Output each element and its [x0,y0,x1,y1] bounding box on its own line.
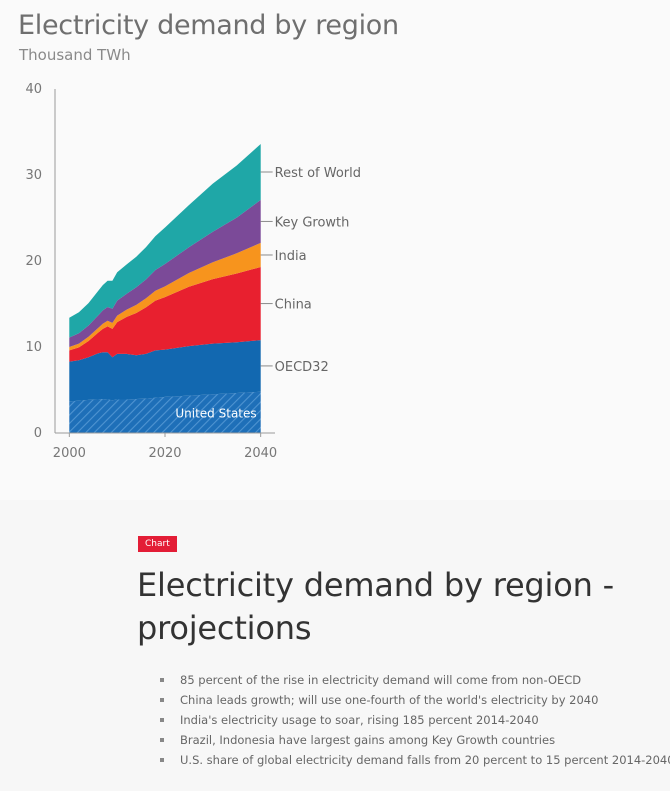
bullet-item: India's electricity usage to soar, risin… [160,710,660,730]
series-label-oecd32: OECD32 [275,360,329,375]
bullet-text: U.S. share of global electricity demand … [180,753,670,767]
bullet-text: China leads growth; will use one-fourth … [180,693,599,707]
article-section: Chart Electricity demand by region - pro… [0,500,670,791]
area-oecd32 [69,340,261,402]
axes: 0 10 20 30 40 2000 2020 2040 [25,82,277,461]
y-tick-label: 20 [25,254,42,269]
area-united-states [69,391,261,433]
bullet-text: India's electricity usage to soar, risin… [180,713,539,727]
series-label-key-growth: Key Growth [275,215,350,230]
area-key-growth [69,199,261,347]
series-label-india: India [275,249,307,264]
series-label-rest-of-world: Rest of World [275,166,361,181]
area-china [69,267,261,362]
bullet-icon [160,758,164,762]
bullet-icon [160,698,164,702]
bullet-icon [160,738,164,742]
bullet-item: 85 percent of the rise in electricity de… [160,670,660,690]
series-label-united-states: United States [175,406,256,420]
chart-badge[interactable]: Chart [138,536,177,552]
bullet-text: 85 percent of the rise in electricity de… [180,673,582,687]
bullet-icon [160,718,164,722]
area-rest-of-world [69,144,261,338]
bullet-icon [160,678,164,682]
x-tick-label: 2020 [148,446,181,461]
x-tick-label: 2040 [244,446,277,461]
bullet-item: Brazil, Indonesia have largest gains amo… [160,730,660,750]
y-tick-label: 10 [25,340,42,355]
area-india [69,242,261,351]
chart-figure: Electricity demand by region Thousand TW… [18,10,400,461]
area-layers [69,144,261,433]
chart-title: Electricity demand by region [18,10,399,41]
series-labels: United States OECD32 China India Key Growth R… [175,166,361,420]
y-tick-label: 30 [25,168,42,183]
x-tick-label: 2000 [53,446,86,461]
stacked-area-chart: 0 10 20 30 40 2000 2020 2040 United States OECD3… [25,82,361,461]
bullet-list: 85 percent of the rise in electricity de… [160,670,670,770]
y-tick-label: 40 [25,82,42,97]
series-label-china: China [275,298,312,313]
article-headline: Electricity demand by region - projectio… [137,566,615,647]
chart-subtitle: Thousand TWh [19,46,131,64]
bullet-item: China leads growth; will use one-fourth … [160,690,660,710]
bullet-item: U.S. share of global electricity demand … [160,750,670,770]
bullet-text: Brazil, Indonesia have largest gains amo… [180,733,556,747]
y-tick-label: 0 [34,426,42,441]
